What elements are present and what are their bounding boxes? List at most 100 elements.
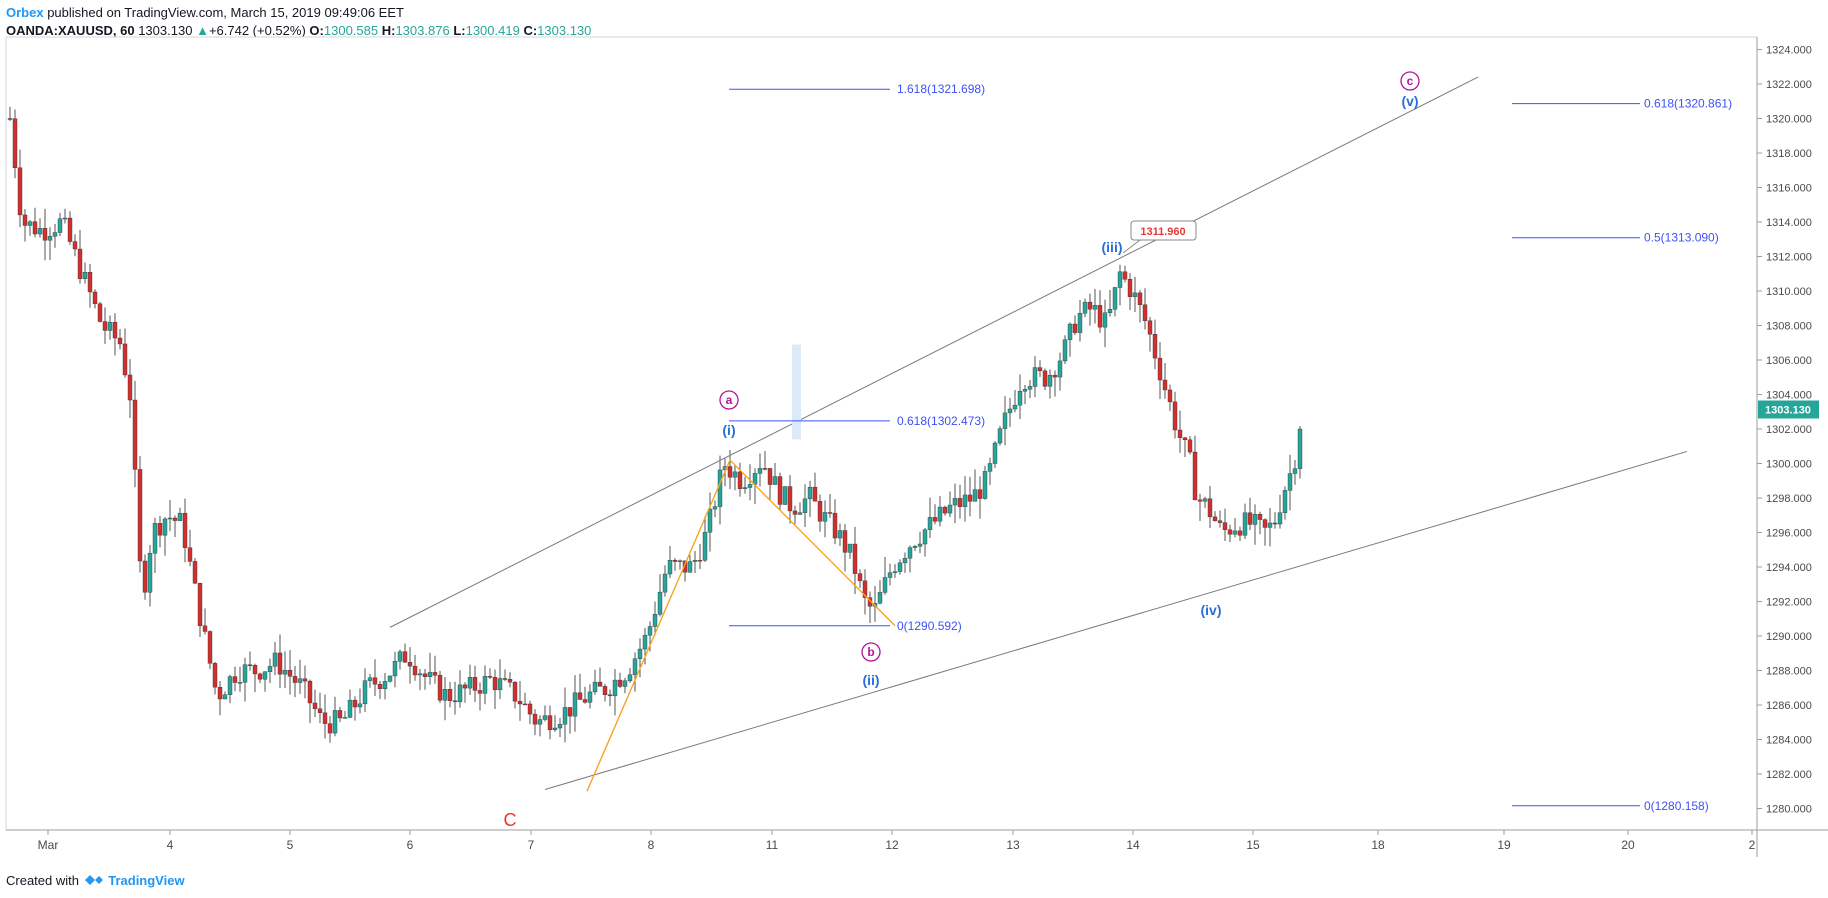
last-price-tag-text: 1303.130 [1765,405,1811,417]
candle-body [992,442,998,464]
last-price-tag [1758,400,1819,419]
candle-body [77,248,83,279]
candle-body [12,118,18,169]
x-tick-label: 8 [648,838,655,852]
candle-body [922,529,928,545]
y-tick-label: 1320.000 [1766,114,1812,126]
candle-body [367,677,373,681]
candle-body [252,665,258,675]
open-label: O: [309,23,324,38]
candle-body [412,665,418,676]
candle-body [1022,389,1028,392]
candle-body [687,561,693,573]
publish-line: Orbex published on TradingView.com, Marc… [6,4,591,22]
candle-body [107,321,113,331]
wave-b-label: b [867,645,874,659]
wave-c-label-circle [1400,71,1420,91]
fib-level-label: 0(1290.592) [897,619,962,633]
candle-body [217,686,223,700]
candle-body [1267,522,1273,528]
candle-body [1097,305,1103,328]
candle-body [287,669,293,677]
x-tick-label: 18 [1371,838,1385,852]
candle-body [892,571,898,573]
candle-body [912,546,918,548]
created-with-text: Created with [6,873,79,888]
candle-body [242,664,248,683]
candle-body [907,547,913,559]
candle-body [212,663,218,688]
y-tick-label: 1304.000 [1766,390,1812,402]
candle-body [37,228,43,235]
candle-body [1077,313,1083,333]
candle-body [1197,499,1203,502]
symbol-label: OANDA:XAUUSD, 60 [6,23,135,38]
candle-body [567,707,573,717]
candle-body [357,703,363,708]
fib-level-label: 0.618(1302.473) [897,414,985,428]
publisher-name[interactable]: Orbex [6,5,44,20]
y-tick-label: 1310.000 [1766,286,1812,298]
candle-body [1162,379,1168,391]
candle-body [32,221,38,235]
candle-body [1152,334,1158,359]
plot-frame [5,36,1758,831]
candle-body [967,494,973,502]
tradingview-brand[interactable]: TradingView [108,873,185,888]
high-value: 1303.876 [395,23,450,38]
candle-body [1167,389,1173,403]
y-tick-label: 1322.000 [1766,79,1812,91]
candle-body [317,708,323,713]
candle-body [1157,357,1163,381]
candle-body [507,679,513,683]
candle-body [122,343,128,376]
candle-body [372,677,378,685]
open-value: 1300.585 [323,23,379,38]
fib-level-label: 0.618(1320.861) [1644,97,1732,111]
candle-body [692,559,698,562]
candle-body [112,321,118,339]
candle-body [902,558,908,564]
candle-body [197,582,203,627]
candle-body [72,241,78,250]
candle-body [1027,386,1033,390]
candle-body [542,715,548,720]
candle-body [732,471,738,478]
candle-body [417,673,423,676]
candle-body [67,217,73,242]
candle-body [702,532,708,561]
candle-body [1127,279,1133,298]
low-value: 1300.419 [465,23,520,38]
candle-body [832,512,838,539]
candle-body [917,543,923,547]
fib-level-label: 0(1280.158) [1644,799,1709,813]
candle-body [742,487,748,489]
wave-path-line [586,458,896,792]
y-tick-label: 1306.000 [1766,355,1812,367]
candle-body [352,699,358,708]
candle-body [962,494,968,507]
candle-body [987,463,993,472]
candle-body [807,486,813,500]
y-tick-label: 1302.000 [1766,424,1812,436]
candle-body [1052,374,1058,378]
candle-body [887,572,893,578]
candle-body [1137,292,1143,305]
candle-body [97,303,103,322]
candle-body [1112,287,1118,310]
candle-body [517,700,523,705]
candle-body [1252,514,1258,525]
candle-body [712,506,718,510]
candle-body [232,676,238,683]
candle-body [1232,530,1238,535]
candle-body [1082,301,1088,314]
close-value: 1303.130 [537,23,592,38]
x-tick-label: 12 [885,838,899,852]
candle-body [307,680,313,704]
candle-body [632,658,638,675]
candle-body [847,543,853,553]
candle-body [1067,323,1073,340]
price-callout-text: 1311.960 [1140,226,1185,238]
fib-level-label: 1.618(1321.698) [897,82,985,96]
